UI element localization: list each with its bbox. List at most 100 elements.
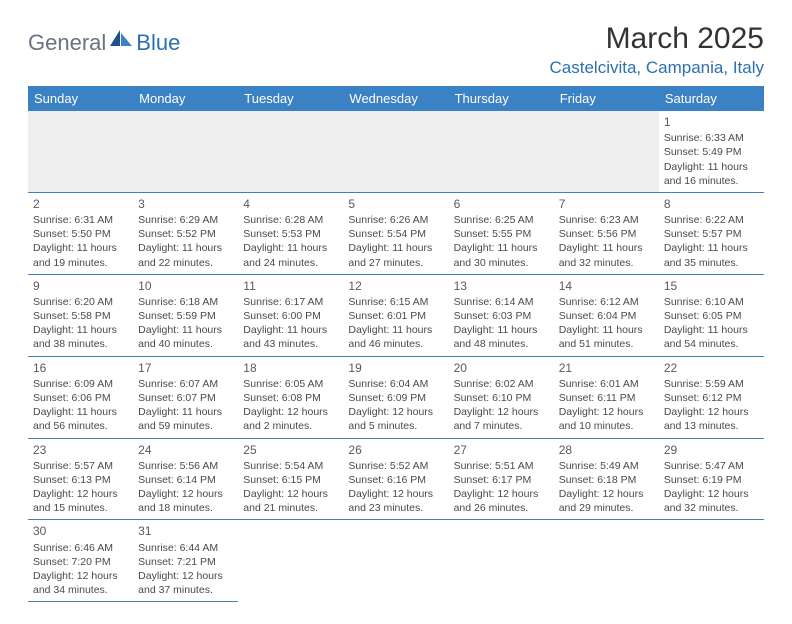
calendar-page: General Blue March 2025 Castelcivita, Ca… xyxy=(0,0,792,624)
calendar-day-cell: 6Sunrise: 6:25 AMSunset: 5:55 PMDaylight… xyxy=(449,192,554,274)
weekday-header: Thursday xyxy=(449,86,554,111)
daylight-line: Daylight: 11 hours xyxy=(33,241,128,255)
day-number: 2 xyxy=(33,196,128,212)
sunset-line: Sunset: 5:56 PM xyxy=(559,227,654,241)
day-number: 3 xyxy=(138,196,233,212)
sunrise-line: Sunrise: 5:56 AM xyxy=(138,459,233,473)
day-number: 29 xyxy=(664,442,759,458)
day-number: 26 xyxy=(348,442,443,458)
sunset-line: Sunset: 6:12 PM xyxy=(664,391,759,405)
sunrise-line: Sunrise: 6:04 AM xyxy=(348,377,443,391)
calendar-day-cell: 3Sunrise: 6:29 AMSunset: 5:52 PMDaylight… xyxy=(133,192,238,274)
daylight-line2: and 46 minutes. xyxy=(348,337,443,351)
daylight-line: Daylight: 11 hours xyxy=(348,323,443,337)
sunset-line: Sunset: 6:00 PM xyxy=(243,309,338,323)
calendar-week-row: 30Sunrise: 6:46 AMSunset: 7:20 PMDayligh… xyxy=(28,520,764,602)
daylight-line2: and 2 minutes. xyxy=(243,419,338,433)
daylight-line: Daylight: 11 hours xyxy=(454,241,549,255)
sunrise-line: Sunrise: 6:10 AM xyxy=(664,295,759,309)
sunset-line: Sunset: 5:58 PM xyxy=(33,309,128,323)
sunset-line: Sunset: 7:20 PM xyxy=(33,555,128,569)
daylight-line2: and 43 minutes. xyxy=(243,337,338,351)
daylight-line: Daylight: 11 hours xyxy=(664,323,759,337)
day-number: 10 xyxy=(138,278,233,294)
calendar-day-cell: 21Sunrise: 6:01 AMSunset: 6:11 PMDayligh… xyxy=(554,356,659,438)
calendar-week-row: 1Sunrise: 6:33 AMSunset: 5:49 PMDaylight… xyxy=(28,111,764,192)
calendar-day-cell: 7Sunrise: 6:23 AMSunset: 5:56 PMDaylight… xyxy=(554,192,659,274)
sunset-line: Sunset: 6:07 PM xyxy=(138,391,233,405)
sunset-line: Sunset: 6:18 PM xyxy=(559,473,654,487)
daylight-line2: and 19 minutes. xyxy=(33,256,128,270)
calendar-day-cell: 31Sunrise: 6:44 AMSunset: 7:21 PMDayligh… xyxy=(133,520,238,602)
sunrise-line: Sunrise: 6:05 AM xyxy=(243,377,338,391)
day-number: 21 xyxy=(559,360,654,376)
daylight-line2: and 23 minutes. xyxy=(348,501,443,515)
daylight-line2: and 24 minutes. xyxy=(243,256,338,270)
sunset-line: Sunset: 6:03 PM xyxy=(454,309,549,323)
daylight-line: Daylight: 11 hours xyxy=(243,241,338,255)
month-title: March 2025 xyxy=(550,22,764,56)
daylight-line: Daylight: 11 hours xyxy=(33,405,128,419)
sunrise-line: Sunrise: 6:12 AM xyxy=(559,295,654,309)
sunrise-line: Sunrise: 6:01 AM xyxy=(559,377,654,391)
day-number: 18 xyxy=(243,360,338,376)
daylight-line: Daylight: 12 hours xyxy=(33,569,128,583)
day-number: 27 xyxy=(454,442,549,458)
daylight-line2: and 40 minutes. xyxy=(138,337,233,351)
calendar-day-cell: 4Sunrise: 6:28 AMSunset: 5:53 PMDaylight… xyxy=(238,192,343,274)
calendar-day-cell: 16Sunrise: 6:09 AMSunset: 6:06 PMDayligh… xyxy=(28,356,133,438)
calendar-day-cell: 30Sunrise: 6:46 AMSunset: 7:20 PMDayligh… xyxy=(28,520,133,602)
day-number: 11 xyxy=(243,278,338,294)
sunset-line: Sunset: 6:14 PM xyxy=(138,473,233,487)
sunset-line: Sunset: 6:11 PM xyxy=(559,391,654,405)
daylight-line2: and 26 minutes. xyxy=(454,501,549,515)
daylight-line: Daylight: 11 hours xyxy=(664,241,759,255)
calendar-day-cell: 15Sunrise: 6:10 AMSunset: 6:05 PMDayligh… xyxy=(659,274,764,356)
weekday-header: Saturday xyxy=(659,86,764,111)
calendar-day-cell: 10Sunrise: 6:18 AMSunset: 5:59 PMDayligh… xyxy=(133,274,238,356)
sunset-line: Sunset: 5:55 PM xyxy=(454,227,549,241)
logo: General Blue xyxy=(28,22,180,57)
sunrise-line: Sunrise: 5:49 AM xyxy=(559,459,654,473)
logo-text-blue: Blue xyxy=(136,30,180,56)
daylight-line: Daylight: 12 hours xyxy=(33,487,128,501)
daylight-line2: and 32 minutes. xyxy=(664,501,759,515)
weekday-header: Monday xyxy=(133,86,238,111)
daylight-line2: and 18 minutes. xyxy=(138,501,233,515)
sunset-line: Sunset: 5:53 PM xyxy=(243,227,338,241)
daylight-line: Daylight: 11 hours xyxy=(138,405,233,419)
calendar-day-cell: 17Sunrise: 6:07 AMSunset: 6:07 PMDayligh… xyxy=(133,356,238,438)
calendar-day-cell: 2Sunrise: 6:31 AMSunset: 5:50 PMDaylight… xyxy=(28,192,133,274)
logo-text-general: General xyxy=(28,30,106,56)
calendar-day-cell: 20Sunrise: 6:02 AMSunset: 6:10 PMDayligh… xyxy=(449,356,554,438)
calendar-day-cell: 8Sunrise: 6:22 AMSunset: 5:57 PMDaylight… xyxy=(659,192,764,274)
day-number: 31 xyxy=(138,523,233,539)
day-number: 6 xyxy=(454,196,549,212)
calendar-day-cell: 11Sunrise: 6:17 AMSunset: 6:00 PMDayligh… xyxy=(238,274,343,356)
daylight-line: Daylight: 12 hours xyxy=(559,405,654,419)
day-number: 23 xyxy=(33,442,128,458)
day-number: 16 xyxy=(33,360,128,376)
calendar-day-cell: 27Sunrise: 5:51 AMSunset: 6:17 PMDayligh… xyxy=(449,438,554,520)
sail-icon xyxy=(110,28,132,53)
daylight-line2: and 27 minutes. xyxy=(348,256,443,270)
calendar-day-cell: 24Sunrise: 5:56 AMSunset: 6:14 PMDayligh… xyxy=(133,438,238,520)
calendar-day-cell xyxy=(554,111,659,192)
daylight-line2: and 15 minutes. xyxy=(33,501,128,515)
calendar-day-cell xyxy=(238,520,343,602)
sunset-line: Sunset: 6:08 PM xyxy=(243,391,338,405)
page-header: General Blue March 2025 Castelcivita, Ca… xyxy=(28,22,764,78)
calendar-body: 1Sunrise: 6:33 AMSunset: 5:49 PMDaylight… xyxy=(28,111,764,602)
calendar-day-cell: 19Sunrise: 6:04 AMSunset: 6:09 PMDayligh… xyxy=(343,356,448,438)
daylight-line: Daylight: 11 hours xyxy=(348,241,443,255)
weekday-header: Friday xyxy=(554,86,659,111)
sunrise-line: Sunrise: 5:51 AM xyxy=(454,459,549,473)
daylight-line: Daylight: 12 hours xyxy=(664,487,759,501)
calendar-day-cell xyxy=(554,520,659,602)
daylight-line2: and 51 minutes. xyxy=(559,337,654,351)
location-subtitle: Castelcivita, Campania, Italy xyxy=(550,58,764,78)
daylight-line2: and 37 minutes. xyxy=(138,583,233,597)
calendar-table: Sunday Monday Tuesday Wednesday Thursday… xyxy=(28,86,764,602)
daylight-line2: and 7 minutes. xyxy=(454,419,549,433)
daylight-line: Daylight: 11 hours xyxy=(664,160,759,174)
